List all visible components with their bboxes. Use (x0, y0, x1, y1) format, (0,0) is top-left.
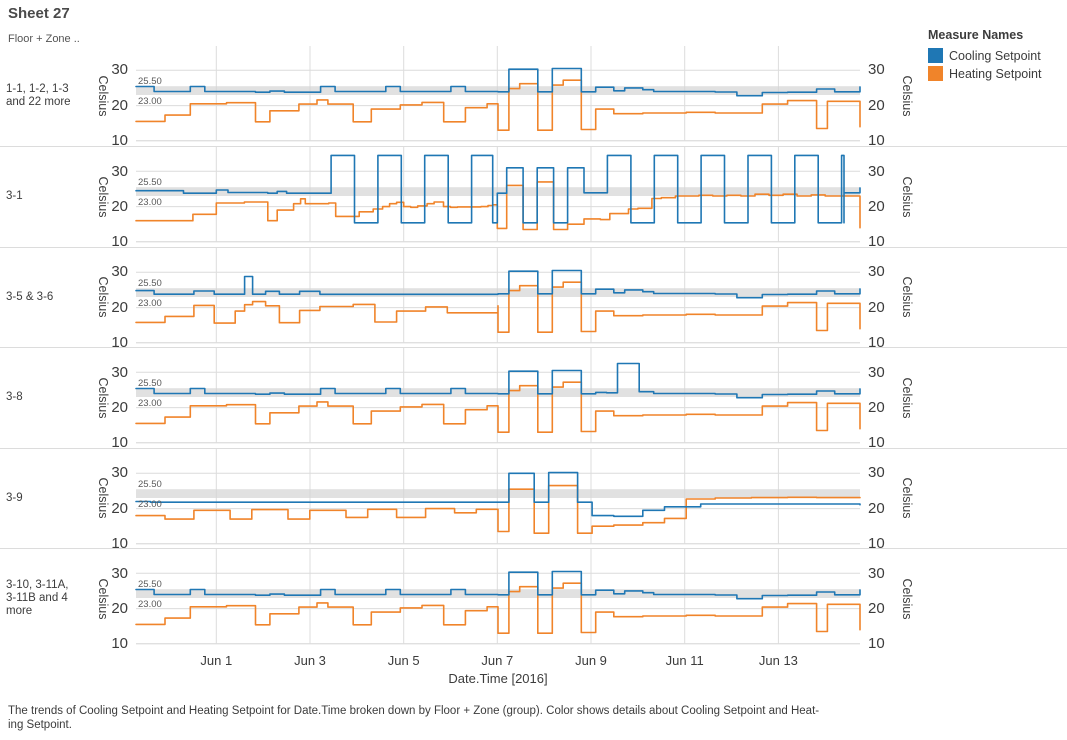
svg-text:23.00: 23.00 (138, 398, 162, 409)
svg-text:25.50: 25.50 (138, 579, 162, 590)
svg-text:23.00: 23.00 (138, 197, 162, 208)
svg-text:25.50: 25.50 (138, 177, 162, 188)
svg-text:23.00: 23.00 (138, 499, 162, 510)
svg-text:25.50: 25.50 (138, 479, 162, 490)
svg-text:23.00: 23.00 (138, 599, 162, 610)
svg-text:25.50: 25.50 (138, 278, 162, 289)
svg-text:25.50: 25.50 (138, 76, 162, 87)
svg-text:23.00: 23.00 (138, 298, 162, 309)
svg-text:23.00: 23.00 (138, 96, 162, 107)
svg-text:25.50: 25.50 (138, 378, 162, 389)
